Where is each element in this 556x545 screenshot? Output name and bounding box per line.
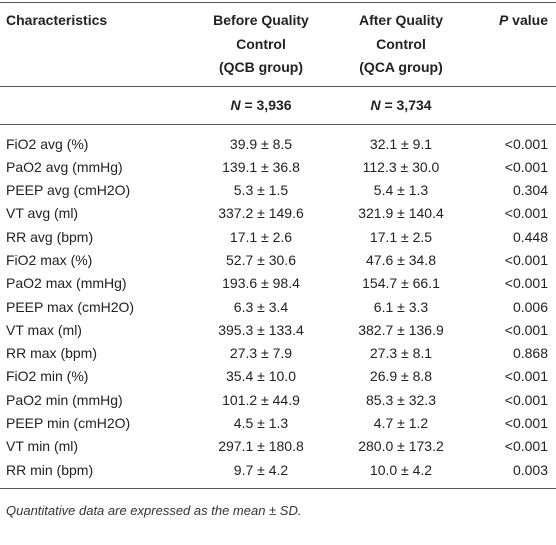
- table-cell: FiO2 max (%): [6, 251, 93, 268]
- table-cell: 0.448: [512, 228, 548, 245]
- header-line: Characteristics: [6, 12, 108, 28]
- table-row: PaO2 avg (mmHg) 139.1 ± 36.8 112.3 ± 30.0 <…: [0, 156, 556, 179]
- table-cell: 280.0 ± 173.2: [358, 438, 444, 455]
- table-cell: 0.003: [466, 458, 556, 489]
- table-cell: 47.6 ± 34.8: [366, 251, 436, 268]
- table-row: FiO2 max (%) 52.7 ± 30.6 47.6 ± 34.8 <0.001: [0, 249, 556, 272]
- data-table: Characteristics Before Quality Control (QCB…: [0, 2, 556, 489]
- empty-cell: [466, 86, 556, 125]
- header-cell: After Quality Control (QCA group): [336, 2, 466, 87]
- footnote: Quantitative data are expressed as the m…: [6, 502, 302, 518]
- table-cell: 26.9 ± 8.8: [369, 368, 433, 385]
- table-row: VT min (ml) 297.1 ± 180.8 280.0 ± 173.2 <0.…: [0, 435, 556, 458]
- table-cell: <0.001: [504, 391, 548, 408]
- table-cell: 9.7 ± 4.2: [186, 458, 336, 489]
- table-cell: 0.304: [512, 182, 548, 199]
- table-cell: 112.3 ± 30.0: [362, 158, 440, 175]
- table-cell: 297.1 ± 180.8: [218, 438, 304, 455]
- table-cell: PEEP max (cmH2O): [6, 298, 135, 315]
- table-cell: 5.4 ± 1.3: [373, 182, 429, 199]
- table-cell: 193.6 ± 98.4: [222, 275, 300, 292]
- table-cell: FiO2 min (%): [6, 368, 89, 385]
- table-cell: 0.868: [512, 345, 548, 362]
- table-cell: <0.001: [504, 438, 548, 455]
- table-cell: RR min (bpm): [0, 458, 186, 489]
- table-cell: 4.7 ± 1.2: [373, 415, 429, 432]
- table-cell: 10.0 ± 4.2: [336, 458, 466, 489]
- table-cell: 395.3 ± 133.4: [218, 321, 304, 338]
- table-row: RR max (bpm) 27.3 ± 7.9 27.3 ± 8.1 0.868: [0, 342, 556, 365]
- table-cell: VT min (ml): [6, 438, 79, 455]
- header-cell: Characteristics: [0, 2, 186, 87]
- table-cell: 35.4 ± 10.0: [226, 368, 296, 385]
- count-value: = 3,734: [380, 96, 432, 113]
- table-cell: 32.1 ± 9.1: [369, 135, 433, 152]
- table-cell: PEEP min (cmH2O): [6, 415, 131, 432]
- table-cell: <0.001: [504, 321, 548, 338]
- table-cell: 154.7 ± 66.1: [362, 275, 440, 292]
- header-line: Before Quality: [213, 12, 309, 28]
- header-line: (QCB group): [219, 59, 303, 75]
- table-cell: 39.9 ± 8.5: [229, 135, 293, 152]
- table-cell: PaO2 max (mmHg): [6, 275, 127, 292]
- header-cell: P value: [466, 2, 556, 87]
- table-cell: 27.3 ± 8.1: [369, 345, 433, 362]
- table-cell: <0.001: [504, 415, 548, 432]
- table-row: FiO2 avg (%) 39.9 ± 8.5 32.1 ± 9.1 <0.001: [0, 124, 556, 156]
- table-cell: PaO2 avg (mmHg): [6, 158, 123, 175]
- table-cell: 6.3 ± 3.4: [233, 298, 289, 315]
- table-row: RR avg (bpm) 17.1 ± 2.6 17.1 ± 2.5 0.448: [0, 226, 556, 249]
- count-symbol: N: [370, 96, 381, 113]
- table-cell: 6.1 ± 3.3: [373, 298, 429, 315]
- count-cell: N = 3,936: [186, 86, 336, 125]
- table-cell: PEEP avg (cmH2O): [6, 182, 131, 199]
- count-cell: N = 3,734: [336, 86, 466, 125]
- table-cell: 321.9 ± 140.4: [358, 205, 444, 222]
- table-cell: VT avg (ml): [6, 205, 79, 222]
- header-cell: Before Quality Control (QCB group): [186, 2, 336, 87]
- table-cell: <0.001: [504, 205, 548, 222]
- table-cell: RR avg (bpm): [6, 228, 94, 245]
- table-cell: PaO2 min (mmHg): [6, 391, 123, 408]
- table-cell: 337.2 ± 149.6: [218, 205, 304, 222]
- table-cell: VT max (ml): [6, 321, 82, 338]
- header-line: After Quality: [358, 12, 443, 28]
- table-row: PEEP min (cmH2O) 4.5 ± 1.3 4.7 ± 1.2 <0.001: [0, 412, 556, 435]
- table-cell: 27.3 ± 7.9: [229, 345, 293, 362]
- table-row: PEEP avg (cmH2O) 5.3 ± 1.5 5.4 ± 1.3 0.304: [0, 179, 556, 202]
- table-cell: FiO2 avg (%): [6, 135, 89, 152]
- table-cell: <0.001: [504, 251, 548, 268]
- table-cell: 17.1 ± 2.5: [369, 228, 433, 245]
- table-cell: <0.001: [504, 275, 548, 292]
- table-cell: 4.5 ± 1.3: [233, 415, 289, 432]
- table-row: PaO2 min (mmHg) 101.2 ± 44.9 85.3 ± 32.3 <0…: [0, 389, 556, 412]
- table-cell: <0.001: [504, 368, 548, 385]
- count-value: = 3,936: [240, 96, 292, 113]
- count-symbol: N: [230, 96, 241, 113]
- table-cell: 52.7 ± 30.6: [226, 251, 296, 268]
- table-cell: <0.001: [504, 158, 548, 175]
- header-line: (QCA group): [359, 59, 443, 75]
- table-cell: <0.001: [504, 135, 548, 152]
- table-cell: 5.3 ± 1.5: [233, 182, 289, 199]
- header-text: value: [508, 12, 548, 28]
- table-cell: 85.3 ± 32.3: [366, 391, 436, 408]
- table-cell: 382.7 ± 136.9: [358, 321, 444, 338]
- header-line: Control: [236, 35, 286, 52]
- table-row: VT avg (ml) 337.2 ± 149.6 321.9 ± 140.4 <0.…: [0, 202, 556, 225]
- table-cell: 0.006: [512, 298, 548, 315]
- table-cell: RR max (bpm): [6, 345, 98, 362]
- table-cell: 101.2 ± 44.9: [222, 391, 300, 408]
- table-row: VT max (ml) 395.3 ± 133.4 382.7 ± 136.9 <0.…: [0, 319, 556, 342]
- table-row: RR min (bpm) 9.7 ± 4.2 10.0 ± 4.2 0.003: [0, 458, 556, 489]
- table-cell: 17.1 ± 2.6: [229, 228, 293, 245]
- table-row: FiO2 min (%) 35.4 ± 10.0 26.9 ± 8.8 <0.001: [0, 365, 556, 388]
- table-cell: 139.1 ± 36.8: [222, 158, 300, 175]
- header-italic: P: [498, 12, 509, 28]
- empty-cell: [0, 86, 186, 125]
- table-row: PaO2 max (mmHg) 193.6 ± 98.4 154.7 ± 66.1 <…: [0, 272, 556, 295]
- header-line: Control: [376, 35, 426, 52]
- table-row: PEEP max (cmH2O) 6.3 ± 3.4 6.1 ± 3.3 0.006: [0, 296, 556, 319]
